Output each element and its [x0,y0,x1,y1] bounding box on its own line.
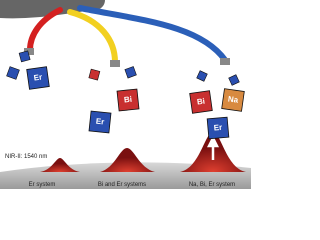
cube: Er [88,110,112,134]
system-label: Er system [29,182,56,188]
system-label: Na, Bi, Er system [189,182,235,188]
cables [0,0,230,67]
system-label: Bi and Er systems [98,182,146,188]
caption: NIR-II: 1540 nm [5,154,47,160]
cube-label: Er [95,117,104,127]
small-cubes [6,50,240,86]
cube-label: Bi [196,97,205,107]
peak [40,158,80,172]
cube: Er [206,116,230,140]
cube-label: Er [33,73,43,83]
cube: Bi [189,90,213,114]
cube: Bi [116,88,140,112]
cube: Na [221,88,245,112]
diagram: Er Er Bi Bi Na Er NIR-II: 1540 nm Er sys… [0,0,251,189]
cube-label: Bi [124,95,133,105]
cube-label: Er [213,123,222,133]
cube-label: Na [227,94,239,104]
cube: Er [26,66,50,90]
arrow [206,135,220,160]
peak [100,148,155,172]
